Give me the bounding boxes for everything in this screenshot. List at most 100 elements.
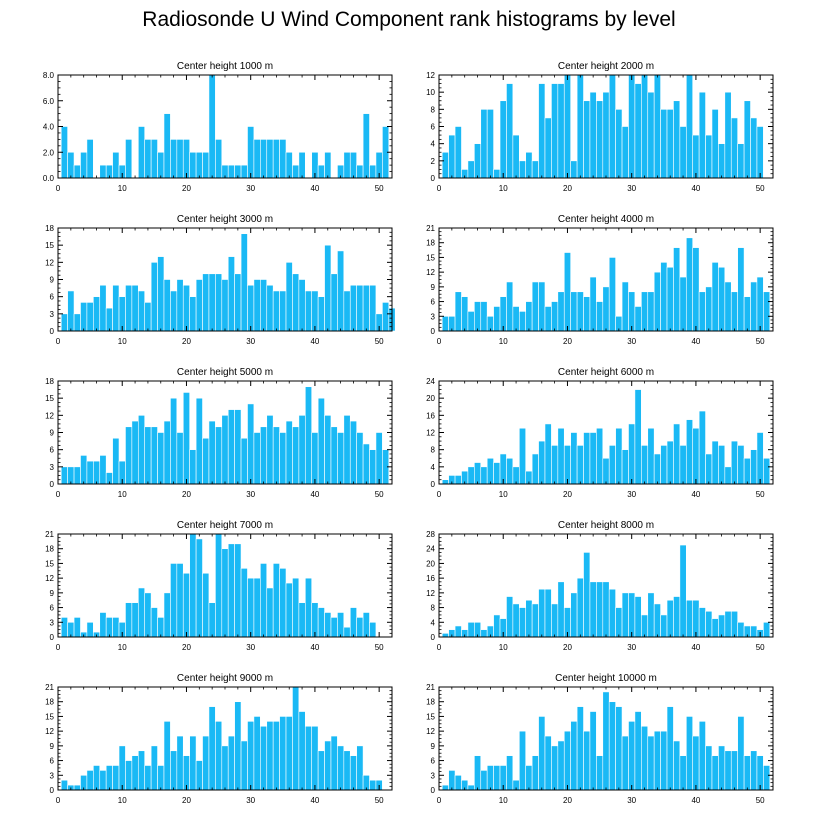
histogram-bar — [80, 151, 88, 179]
histogram-bar — [615, 706, 623, 791]
histogram-bar — [679, 755, 687, 791]
y-tick-label: 12 — [45, 411, 54, 420]
histogram-bar — [641, 74, 649, 179]
histogram-bar — [208, 420, 216, 485]
x-tick-label: 0 — [56, 490, 61, 499]
histogram-bar — [349, 607, 357, 638]
histogram-bar — [247, 721, 255, 791]
histogram-bar — [362, 443, 370, 485]
histogram-bar — [105, 765, 113, 791]
histogram-bar — [221, 279, 229, 332]
histogram-bar — [105, 307, 113, 332]
histogram-bar — [692, 247, 700, 332]
histogram-bar — [266, 587, 274, 638]
histogram-bar — [240, 437, 248, 485]
histogram-bar — [692, 134, 700, 179]
y-tick-label: 21 — [426, 683, 435, 692]
histogram-bar — [202, 735, 210, 791]
histogram-bar — [253, 432, 261, 485]
histogram-bar — [493, 614, 501, 638]
histogram-bar — [317, 607, 325, 638]
histogram-bar — [131, 602, 139, 638]
histogram-bar — [666, 440, 674, 485]
histogram-bar — [608, 701, 616, 791]
histogram-bar — [441, 784, 449, 791]
histogram-bar — [163, 592, 171, 638]
histogram-bar — [137, 587, 146, 638]
x-tick-label: 0 — [56, 184, 61, 193]
histogram-bar — [602, 457, 610, 485]
histogram-bar — [711, 109, 719, 179]
histogram-bar — [311, 725, 319, 791]
histogram-bar — [317, 750, 325, 791]
histogram-bar — [602, 91, 610, 179]
x-tick-label: 30 — [246, 337, 255, 346]
y-tick-label: 15 — [426, 712, 435, 721]
x-tick-label: 10 — [499, 184, 508, 193]
histogram-bar — [563, 730, 571, 791]
histogram-bar — [506, 281, 514, 332]
histogram-bar — [240, 568, 248, 638]
histogram-panel: Center height 3000 m 0 10 20 30 40 50 0 3 6 9 12 15 1… — [45, 214, 396, 346]
histogram-bar — [144, 426, 152, 485]
histogram-bar — [150, 262, 158, 332]
histogram-bar — [589, 91, 597, 179]
histogram-bar — [679, 276, 687, 332]
histogram-bar — [343, 290, 351, 332]
histogram-bar — [369, 621, 377, 638]
panel-title: Center height 5000 m — [177, 367, 273, 378]
histogram-bar — [634, 711, 642, 791]
histogram-bar — [551, 301, 559, 332]
x-tick-label: 50 — [756, 643, 765, 652]
histogram-bar — [724, 91, 732, 179]
x-tick-label: 40 — [310, 643, 319, 652]
y-tick-label: 0 — [431, 174, 436, 183]
x-tick-label: 50 — [375, 490, 384, 499]
histogram-bar — [260, 563, 268, 638]
histogram-bar — [570, 721, 578, 791]
histogram-bar — [311, 290, 319, 332]
histogram-bar — [163, 420, 171, 485]
x-tick-label: 40 — [691, 490, 700, 499]
histogram-bar — [227, 164, 235, 179]
histogram-bar — [454, 475, 462, 485]
y-tick-label: 21 — [45, 530, 54, 539]
histogram-bar — [292, 686, 300, 791]
x-tick-label: 0 — [56, 337, 61, 346]
histogram-bar — [724, 610, 732, 638]
x-tick-label: 20 — [182, 184, 191, 193]
histogram-bar — [551, 603, 559, 638]
histogram-bar — [756, 276, 764, 332]
histogram-bar — [311, 602, 319, 638]
histogram-bar — [304, 577, 313, 638]
histogram-bar — [260, 426, 268, 485]
histogram-bar — [202, 151, 210, 179]
histogram-bar — [279, 716, 287, 791]
y-tick-label: 18 — [45, 224, 54, 233]
histogram-bar — [628, 74, 636, 179]
histogram-bar — [557, 83, 565, 179]
histogram-bar — [576, 74, 584, 179]
histogram-bar — [589, 581, 597, 638]
histogram-bar — [349, 755, 357, 791]
histogram-bar — [512, 466, 520, 485]
histogram-bar — [208, 706, 216, 791]
histogram-bar — [285, 420, 293, 485]
histogram-bar — [538, 588, 546, 638]
x-tick-label: 50 — [756, 490, 765, 499]
histogram-bar — [324, 244, 332, 332]
y-tick-label: 18 — [45, 545, 54, 554]
histogram-bar — [615, 607, 623, 638]
histogram-bar — [448, 770, 456, 791]
histogram-bar — [112, 437, 120, 485]
histogram-bar — [557, 427, 565, 485]
histogram-bar — [272, 290, 280, 332]
y-tick-label: 9 — [431, 283, 436, 292]
histogram-bar — [150, 426, 158, 485]
histogram-bar — [621, 592, 629, 638]
histogram-bar — [730, 750, 738, 791]
histogram-bar — [544, 735, 552, 791]
histogram-bar — [150, 745, 158, 791]
histogram-bar — [317, 397, 325, 485]
y-tick-label: 2 — [431, 157, 436, 166]
